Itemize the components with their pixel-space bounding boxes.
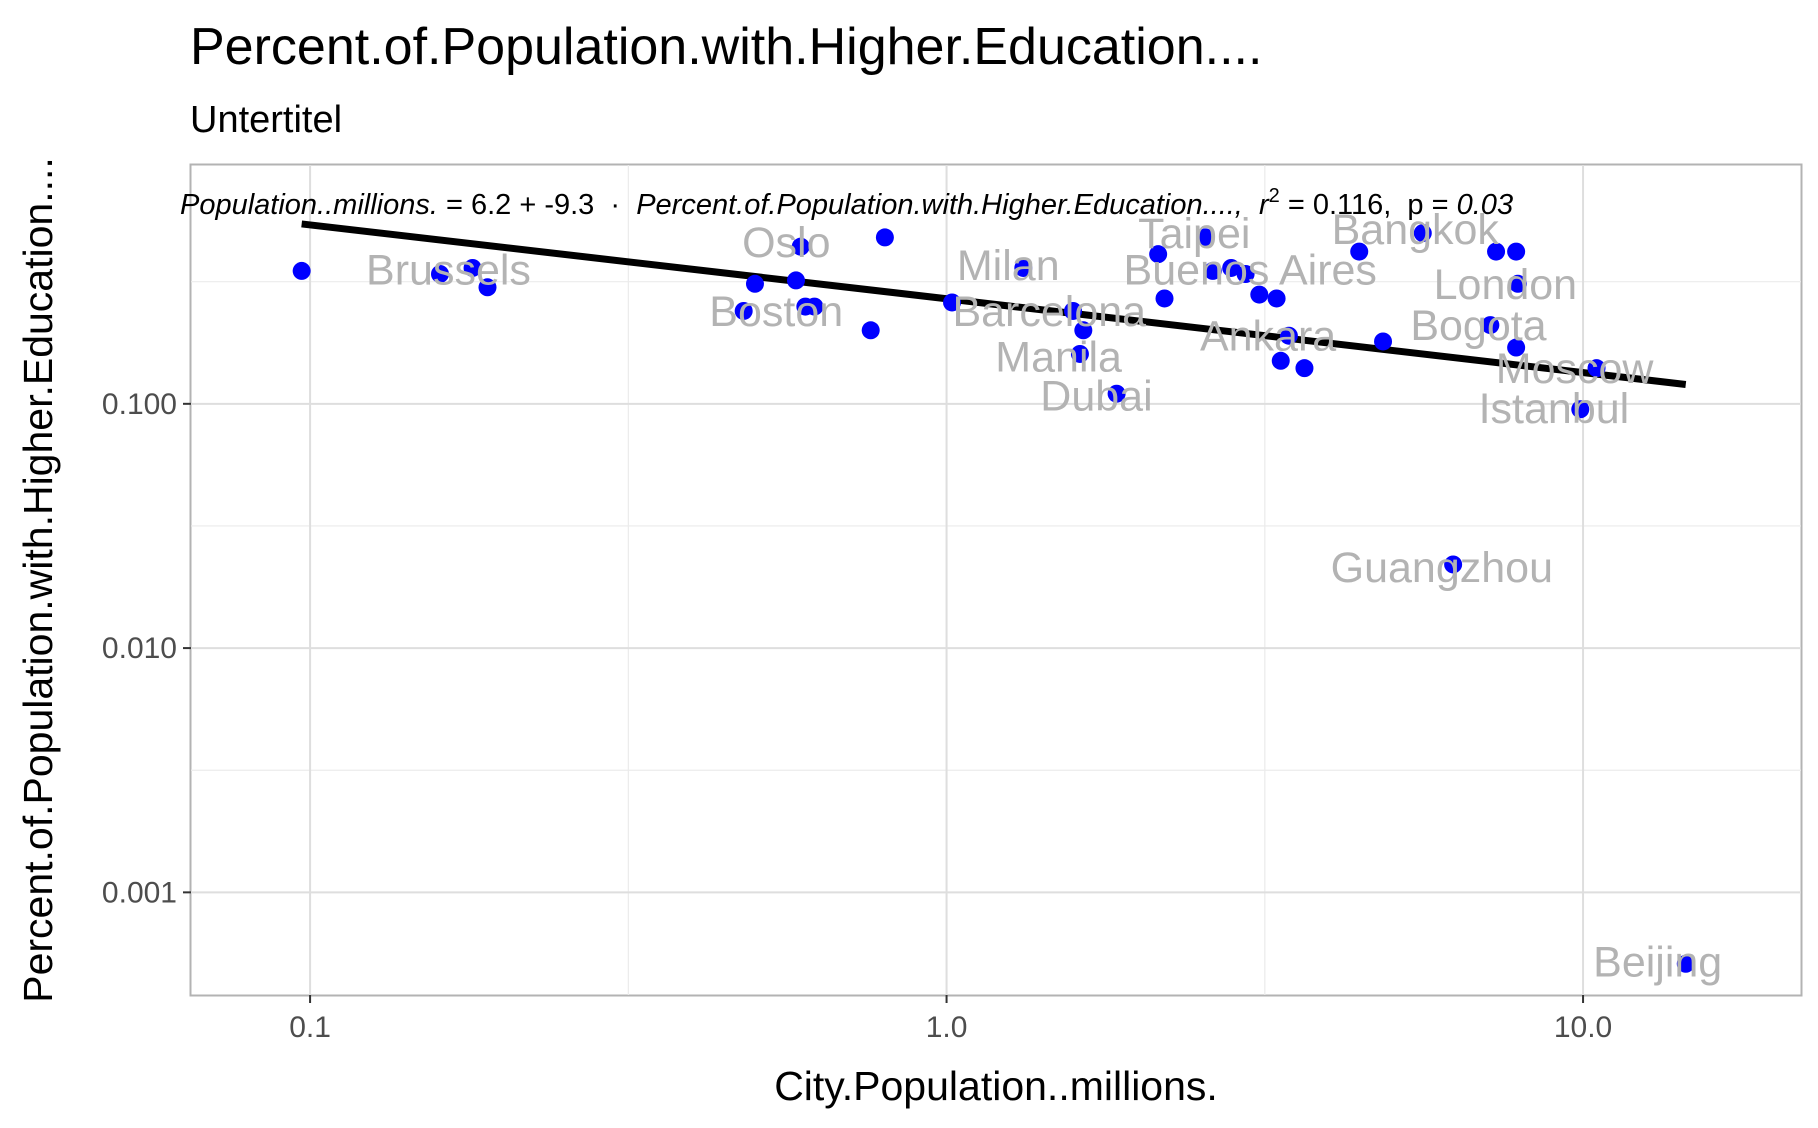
point-label: Barcelona [952, 288, 1146, 336]
data-point [1203, 261, 1222, 280]
regression-equation: Population..millions. = 6.2 + -9.3 · Per… [180, 185, 1513, 221]
y-tick-label: 0.001 [102, 876, 177, 909]
data-point [1070, 344, 1089, 363]
data-point [943, 293, 962, 312]
data-point [786, 271, 805, 290]
point-label: Moscow [1496, 345, 1655, 393]
equation-gap [1243, 189, 1259, 221]
point-label: Beijing [1593, 939, 1722, 987]
data-point [1676, 954, 1695, 973]
data-point [861, 321, 880, 340]
equation-p-value: 0.03 [1457, 189, 1513, 221]
y-tick-label: 0.100 [102, 388, 177, 421]
data-point [463, 258, 482, 277]
y-axis-ticks: 0.100 0.010 0.001 [102, 388, 191, 909]
equation-r2-value: = 0.116, p = [1280, 189, 1457, 221]
data-point [1374, 332, 1393, 351]
x-axis-title: City.Population..millions. [774, 1063, 1218, 1109]
point-label: London [1434, 261, 1578, 309]
data-point [478, 278, 497, 297]
data-point [1250, 285, 1269, 304]
data-point [1222, 258, 1241, 277]
data-point [1587, 359, 1606, 378]
chart-title: Percent.of.Population.with.Higher.Educat… [190, 18, 1262, 76]
y-axis-title: Percent.of.Population.with.Higher.Educat… [15, 157, 61, 1003]
point-label: Taipei [1138, 210, 1250, 258]
data-point [430, 265, 449, 284]
data-point [1507, 338, 1526, 357]
data-point [875, 228, 894, 247]
point-label: Dubai [1040, 373, 1152, 421]
x-tick-label: 0.1 [289, 1011, 331, 1044]
points-layer [292, 224, 1695, 973]
data-point [1149, 245, 1168, 264]
data-point [1481, 316, 1500, 335]
equation-lhs: Population..millions. [180, 189, 438, 221]
data-point [1350, 242, 1369, 261]
equation-variable: Percent.of.Population.with.Higher.Educat… [636, 189, 1243, 221]
data-point [745, 274, 764, 293]
x-tick-label: 1.0 [926, 1011, 968, 1044]
point-label: Buenos Aires [1124, 246, 1377, 294]
data-point [1295, 359, 1314, 378]
data-point [1571, 400, 1590, 419]
grid-major [191, 165, 1801, 995]
point-label: Ankara [1200, 313, 1336, 361]
point-label: Istanbul [1479, 385, 1630, 433]
data-point [1267, 289, 1286, 308]
data-point [1155, 289, 1174, 308]
regression-layer [301, 220, 1687, 388]
data-point [1508, 274, 1527, 293]
data-point [1413, 224, 1432, 243]
data-point [1271, 351, 1290, 370]
point-label: Oslo [742, 219, 830, 267]
data-point [1074, 321, 1093, 340]
data-point [734, 301, 753, 320]
equation-r2-superscript: 2 [1269, 185, 1280, 207]
data-point [1107, 384, 1126, 403]
data-point [1279, 326, 1298, 345]
y-tick-label: 0.010 [102, 632, 177, 665]
data-point [1487, 242, 1506, 261]
point-label: Milan [957, 242, 1060, 290]
data-point [1196, 228, 1215, 247]
data-point [791, 237, 810, 256]
regression-line [301, 220, 1687, 388]
chart-subtitle: Untertitel [190, 99, 342, 141]
x-axis-ticks: 0.1 1.0 10.0 [289, 995, 1612, 1044]
equation-r2-label: r [1259, 189, 1270, 221]
point-label: Guangzhou [1331, 544, 1553, 592]
data-point [1064, 301, 1083, 320]
x-tick-label: 10.0 [1554, 1011, 1612, 1044]
data-point [292, 261, 311, 280]
point-label: Boston [709, 288, 843, 336]
data-point [1444, 555, 1463, 574]
labels-layer: Brussels Oslo Boston MilanBarcelonaManilaDu… [366, 206, 1722, 987]
equation-mid: = 6.2 + -9.3 · [438, 189, 636, 221]
point-label: Bangkok [1332, 206, 1500, 254]
svg-text:Population..millions. = 6.2 +: Population..millions. = 6.2 + -9.3 · Per… [180, 185, 1513, 221]
point-label: Manila [995, 334, 1122, 382]
data-point [1507, 242, 1526, 261]
point-label: Brussels [366, 246, 531, 294]
point-label: Bogota [1410, 302, 1546, 350]
data-point [1236, 265, 1255, 284]
data-point [805, 297, 824, 316]
grid-minor [191, 165, 1801, 995]
data-point [1014, 258, 1033, 277]
